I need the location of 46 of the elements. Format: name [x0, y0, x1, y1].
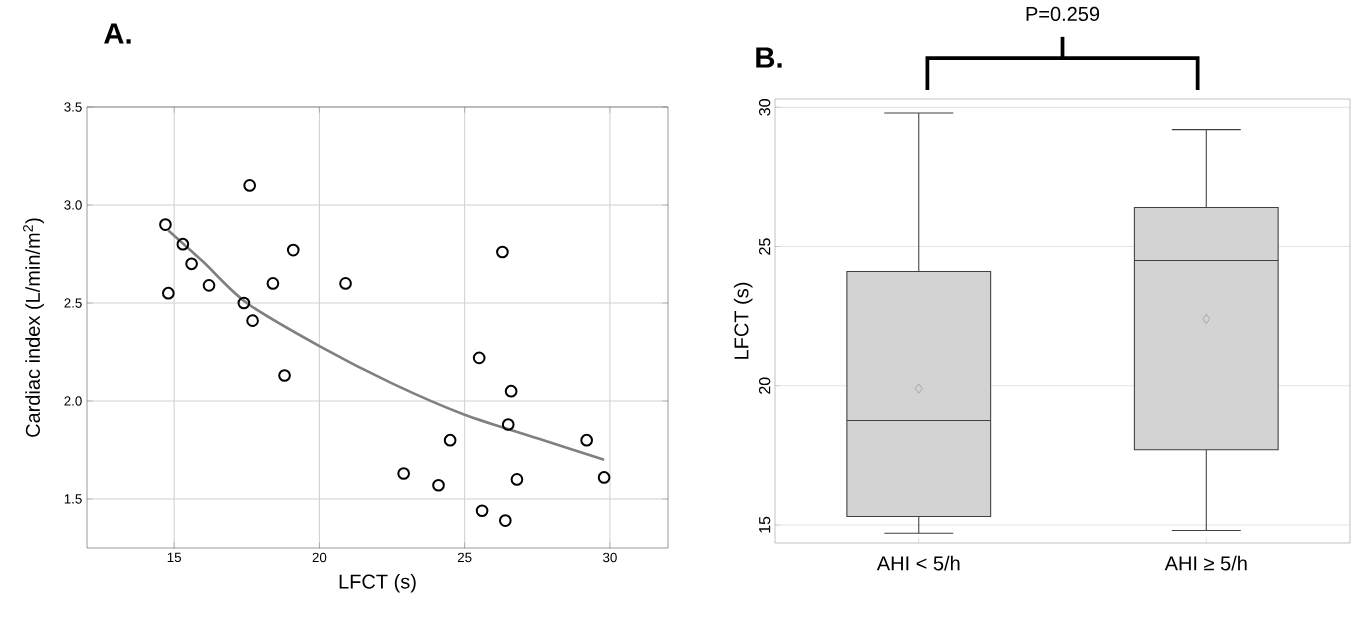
y-tick-label: 3.5	[64, 102, 82, 112]
point	[243, 179, 257, 192]
text: P=0.259	[1026, 6, 1100, 22]
point	[501, 418, 515, 431]
point	[185, 257, 198, 271]
point	[176, 237, 190, 251]
point	[472, 351, 486, 365]
point	[510, 473, 524, 486]
y-tick-label: 20	[758, 377, 771, 394]
x-tick-label: AHI ≥ 5/h	[1164, 555, 1247, 571]
point	[443, 433, 457, 447]
point	[597, 471, 611, 484]
point	[278, 369, 291, 382]
point	[246, 314, 259, 327]
y-tick-label: 25	[758, 238, 771, 255]
y-tick-label: 30	[758, 99, 771, 116]
y-tick-label: 2.5	[64, 298, 82, 308]
chart-title: A.	[104, 23, 131, 44]
point	[397, 467, 410, 480]
point	[162, 286, 175, 300]
point	[580, 433, 593, 447]
chart-title: B.	[756, 47, 782, 68]
x-tick-label: 20	[312, 552, 327, 563]
point	[504, 384, 518, 398]
point	[202, 279, 216, 292]
x-tick-label: AHI < 5/h	[876, 555, 960, 571]
point	[432, 478, 445, 492]
point	[266, 277, 280, 290]
y-tick-label: 1.5	[64, 494, 82, 504]
y-tick-label: 3.0	[64, 200, 82, 210]
y-axis-title: Cardiac index (L/min/m$^{2}$)	[23, 218, 44, 437]
point	[498, 514, 512, 527]
line-series	[167, 229, 606, 462]
point	[496, 245, 509, 259]
point	[475, 504, 489, 518]
y-tick-label: 15	[759, 516, 771, 533]
point	[286, 243, 300, 257]
x-axis-title: LFCT (s)	[339, 573, 416, 593]
y-axis-title: LFCT (s)	[733, 282, 753, 359]
x-tick-label: 25	[457, 552, 472, 563]
x-tick-label: 30	[602, 552, 617, 563]
point	[237, 296, 251, 310]
point	[159, 218, 172, 231]
y-tick-label: 2.0	[64, 396, 82, 406]
x-tick-label: 15	[167, 552, 182, 563]
point	[339, 277, 352, 290]
